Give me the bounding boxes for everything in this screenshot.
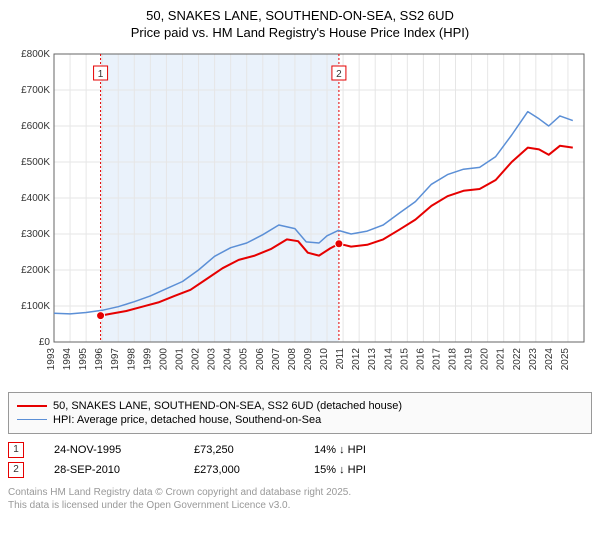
marker-price: £273,000 — [194, 464, 284, 476]
price-chart: £0 £100K £200K £300K £400K £500K £600K £700K £80… — [8, 46, 592, 386]
svg-text:1998: 1998 — [126, 347, 137, 370]
svg-text:2016: 2016 — [415, 347, 426, 370]
svg-text:£100K: £100K — [21, 301, 50, 312]
svg-text:1: 1 — [98, 69, 104, 80]
svg-text:£200K: £200K — [21, 265, 50, 276]
footer-line-1: Contains HM Land Registry data © Crown c… — [8, 486, 592, 499]
chart-title: 50, SNAKES LANE, SOUTHEND-ON-SEA, SS2 6U… — [8, 8, 592, 42]
marker-row: 2 28-SEP-2010 £273,000 15% ↓ HPI — [8, 460, 592, 480]
svg-text:2014: 2014 — [383, 347, 394, 370]
legend-label: HPI: Average price, detached house, Sout… — [53, 414, 321, 426]
legend-swatch — [17, 405, 47, 407]
legend-label: 50, SNAKES LANE, SOUTHEND-ON-SEA, SS2 6U… — [53, 400, 402, 412]
marker-delta: 14% ↓ HPI — [314, 444, 404, 456]
marker-badge: 2 — [8, 462, 24, 478]
svg-text:£500K: £500K — [21, 157, 50, 168]
marker-row: 1 24-NOV-1995 £73,250 14% ↓ HPI — [8, 440, 592, 460]
svg-text:1995: 1995 — [78, 347, 89, 370]
legend: 50, SNAKES LANE, SOUTHEND-ON-SEA, SS2 6U… — [8, 392, 592, 434]
title-line-2: Price paid vs. HM Land Registry's House … — [8, 25, 592, 42]
svg-text:2002: 2002 — [191, 347, 202, 370]
markers-table: 1 24-NOV-1995 £73,250 14% ↓ HPI 2 28-SEP… — [8, 440, 592, 480]
svg-text:£400K: £400K — [21, 193, 50, 204]
legend-item: 50, SNAKES LANE, SOUTHEND-ON-SEA, SS2 6U… — [17, 399, 583, 413]
svg-text:2004: 2004 — [223, 347, 234, 370]
svg-text:2022: 2022 — [512, 347, 523, 370]
svg-text:2: 2 — [336, 69, 342, 80]
marker-number: 2 — [13, 464, 19, 475]
svg-text:£700K: £700K — [21, 85, 50, 96]
svg-text:2011: 2011 — [335, 347, 346, 369]
svg-text:2012: 2012 — [351, 347, 362, 370]
svg-text:2021: 2021 — [496, 347, 507, 370]
svg-text:2023: 2023 — [528, 347, 539, 370]
svg-text:2018: 2018 — [448, 347, 459, 370]
svg-text:2025: 2025 — [560, 347, 571, 370]
svg-text:£600K: £600K — [21, 121, 50, 132]
svg-text:1993: 1993 — [46, 347, 57, 370]
svg-text:2003: 2003 — [207, 347, 218, 370]
svg-text:2000: 2000 — [158, 347, 169, 370]
legend-item: HPI: Average price, detached house, Sout… — [17, 413, 583, 427]
marker-badge: 1 — [8, 442, 24, 458]
svg-text:2001: 2001 — [174, 347, 185, 370]
footer-note: Contains HM Land Registry data © Crown c… — [8, 486, 592, 512]
svg-text:2008: 2008 — [287, 347, 298, 370]
svg-text:2015: 2015 — [399, 347, 410, 370]
svg-text:1997: 1997 — [110, 347, 121, 370]
legend-swatch — [17, 419, 47, 420]
title-line-1: 50, SNAKES LANE, SOUTHEND-ON-SEA, SS2 6U… — [8, 8, 592, 25]
svg-text:2017: 2017 — [431, 347, 442, 370]
marker-date: 24-NOV-1995 — [54, 444, 164, 456]
svg-text:1999: 1999 — [142, 347, 153, 370]
footer-line-2: This data is licensed under the Open Gov… — [8, 499, 592, 512]
svg-text:2009: 2009 — [303, 347, 314, 370]
svg-text:2010: 2010 — [319, 347, 330, 370]
marker-number: 1 — [13, 444, 19, 455]
svg-text:2024: 2024 — [544, 347, 555, 370]
svg-text:£0: £0 — [39, 337, 51, 348]
svg-text:£300K: £300K — [21, 229, 50, 240]
svg-text:2019: 2019 — [464, 347, 475, 370]
marker-price: £73,250 — [194, 444, 284, 456]
svg-text:1996: 1996 — [94, 347, 105, 370]
svg-text:1994: 1994 — [62, 347, 73, 370]
svg-text:2013: 2013 — [367, 347, 378, 370]
svg-text:2005: 2005 — [239, 347, 250, 370]
chart-container: 50, SNAKES LANE, SOUTHEND-ON-SEA, SS2 6U… — [8, 8, 592, 512]
marker-date: 28-SEP-2010 — [54, 464, 164, 476]
marker-delta: 15% ↓ HPI — [314, 464, 404, 476]
svg-text:2020: 2020 — [480, 347, 491, 370]
svg-text:2007: 2007 — [271, 347, 282, 370]
svg-text:£800K: £800K — [21, 49, 50, 60]
svg-text:2006: 2006 — [255, 347, 266, 370]
